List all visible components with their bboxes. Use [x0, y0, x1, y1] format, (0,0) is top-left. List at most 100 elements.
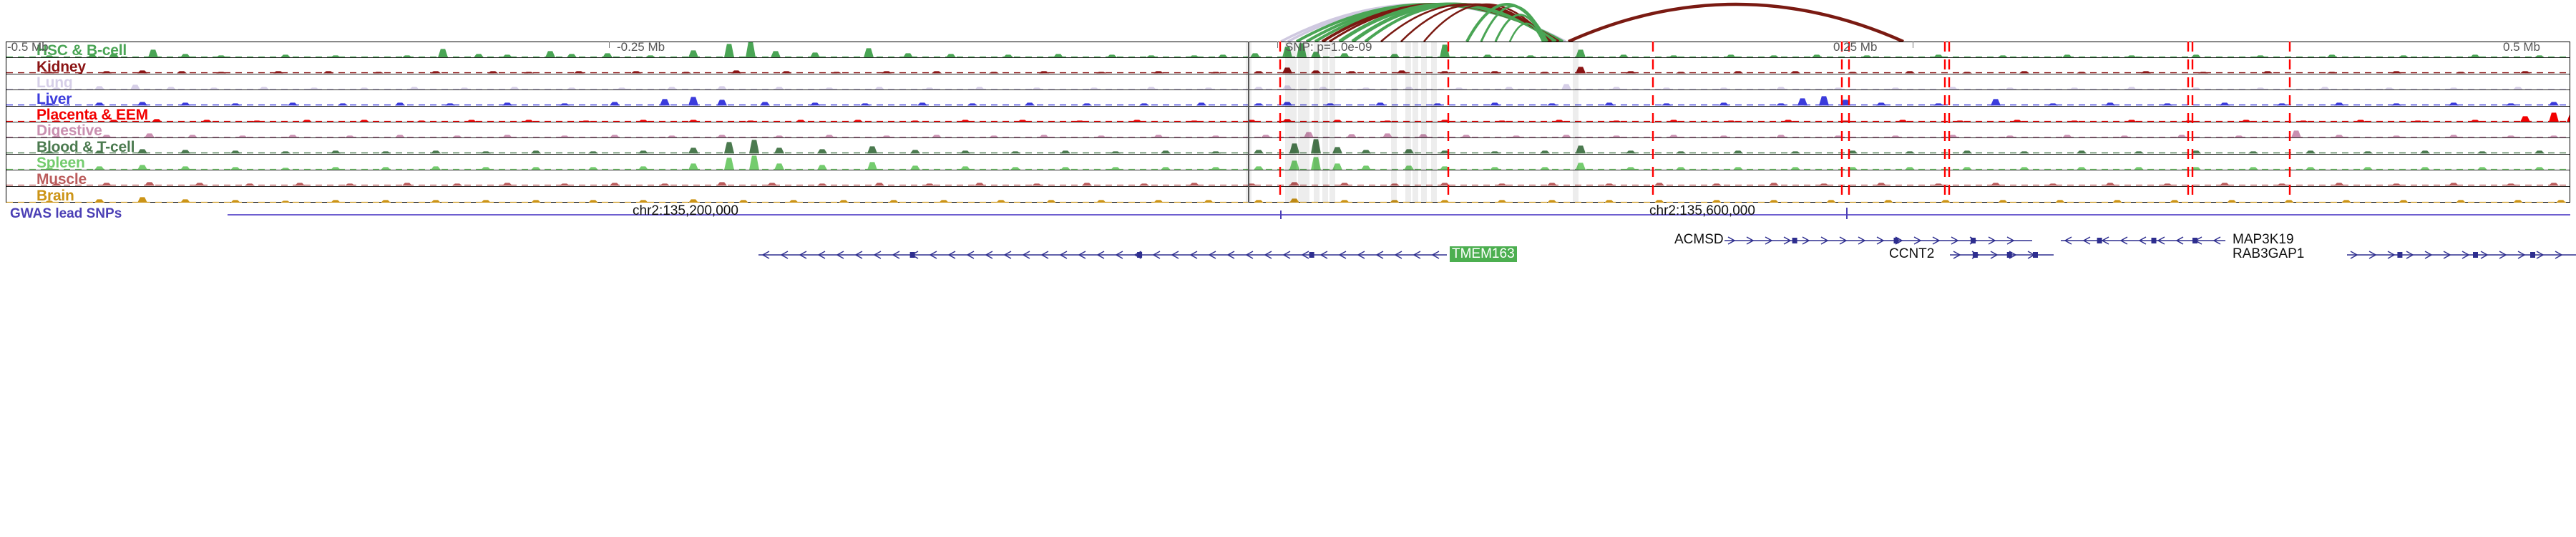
- exon-block: [2006, 252, 2012, 258]
- loop-arc: [1508, 22, 1544, 42]
- track-row-brain[interactable]: Brain: [6, 187, 2570, 203]
- axis-tick-mid-left: [609, 42, 610, 48]
- gene-label-map3k19[interactable]: MAP3K19: [2233, 232, 2294, 247]
- signal-profile: [6, 96, 2570, 106]
- strand-arrow: [1264, 251, 1272, 259]
- strand-arrow: [1913, 236, 1922, 245]
- track-row-spleen[interactable]: Spleen: [6, 155, 2570, 171]
- exon-block: [1137, 252, 1143, 258]
- axis-label-mid-right: 0.25 Mb: [1833, 40, 1878, 54]
- signal-profile: [6, 139, 2570, 154]
- strand-arrow: [761, 251, 770, 259]
- track-row-blood-t-cell[interactable]: Blood & T-cell: [6, 138, 2570, 155]
- track-row-digestive[interactable]: Digestive: [6, 122, 2570, 139]
- strand-arrow: [1431, 251, 1440, 259]
- strand-arrow: [1115, 251, 1123, 259]
- gene-label-rab3gap1[interactable]: RAB3GAP1: [2233, 246, 2305, 261]
- loop-arc: [1480, 5, 1547, 42]
- gwas-snp-tick-2[interactable]: [1846, 208, 1848, 219]
- strand-arrow: [1357, 251, 1365, 259]
- exon-block: [1792, 238, 1797, 243]
- strand-arrow: [1338, 251, 1347, 259]
- strand-arrow: [1040, 251, 1049, 259]
- strand-arrow: [2082, 236, 2091, 245]
- strand-arrow: [1301, 251, 1309, 259]
- loop-arc: [1494, 14, 1546, 42]
- strand-arrow: [1022, 251, 1030, 259]
- axis-label-right: 0.5 Mb: [2503, 40, 2540, 54]
- exon-block: [1893, 238, 1899, 243]
- strand-arrow: [1003, 251, 1012, 259]
- strand-arrow: [1839, 236, 1848, 245]
- exon-block: [2473, 252, 2478, 258]
- track-row-muscle[interactable]: Muscle: [6, 170, 2570, 187]
- track-row-kidney[interactable]: Kidney: [6, 58, 2570, 74]
- strand-arrow: [2517, 251, 2526, 259]
- signal-profile: [6, 42, 2570, 58]
- strand-arrow: [873, 251, 882, 259]
- strand-arrow: [966, 251, 975, 259]
- signal-profile: [6, 67, 2570, 74]
- strand-arrow: [1413, 251, 1421, 259]
- strand-arrow: [2406, 251, 2414, 259]
- strand-arrow: [1226, 251, 1235, 259]
- strand-arrow: [1208, 251, 1216, 259]
- strand-arrow: [2368, 251, 2377, 259]
- strand-arrow: [892, 251, 900, 259]
- strand-arrow: [2443, 251, 2451, 259]
- signal-profile: [6, 112, 2570, 122]
- axis-tick-snp: [1277, 42, 1278, 48]
- gene-annotation-track: TMEM163 ACMSD CCNT2 MAP3K19 RAB3GAP1: [0, 223, 2576, 266]
- strand-arrow: [2101, 236, 2109, 245]
- exon-block: [2192, 238, 2197, 243]
- strand-arrow: [2138, 236, 2147, 245]
- coordinate-label-left: chr2:135,200,000: [633, 203, 738, 218]
- strand-arrow: [1988, 236, 1996, 245]
- signal-track-container: HSC & B-cell Kidney Lung Liver Placenta & EE…: [6, 42, 2570, 203]
- strand-arrow: [854, 251, 863, 259]
- strand-arrow: [2462, 251, 2470, 259]
- signal-profile: [6, 196, 2570, 203]
- track-row-liver[interactable]: Liver: [6, 90, 2570, 107]
- exon-block: [2151, 238, 2157, 243]
- strand-arrow: [1152, 251, 1161, 259]
- track-row-lung[interactable]: Lung: [6, 74, 2570, 91]
- arc-canvas: [1280, 2, 1904, 43]
- exon-block: [1971, 238, 1976, 243]
- strand-arrow: [2536, 251, 2545, 259]
- strand-arrow: [1858, 236, 1866, 245]
- track-row-placenta-eem[interactable]: Placenta & EEM: [6, 107, 2570, 122]
- gwas-snp-tick-1[interactable]: [1280, 211, 1282, 219]
- exon-block: [1972, 252, 1978, 258]
- strand-arrow: [1078, 251, 1086, 259]
- strand-arrow: [929, 251, 937, 259]
- strand-arrow: [1746, 236, 1755, 245]
- strand-arrow: [1953, 251, 1961, 259]
- exon-block: [2033, 252, 2038, 258]
- strand-arrow: [1990, 251, 1999, 259]
- gene-label-tmem163[interactable]: TMEM163: [1450, 246, 1517, 262]
- strand-arrow: [2006, 236, 2015, 245]
- strand-arrow: [2119, 236, 2128, 245]
- gene-label-acmsd[interactable]: ACMSD: [1674, 232, 1724, 247]
- strand-arrow: [2387, 251, 2396, 259]
- strand-arrow: [1727, 236, 1736, 245]
- exon-block: [2397, 252, 2403, 258]
- exon-block: [909, 252, 915, 258]
- strand-arrow: [1245, 251, 1254, 259]
- strand-arrow: [2424, 251, 2433, 259]
- gwas-lead-snp-row: GWAS lead SNPs chr2:135,200,000 chr2:135…: [0, 203, 2576, 223]
- strand-arrow: [2212, 236, 2221, 245]
- strand-arrow: [1876, 236, 1885, 245]
- gwas-axis-line: [228, 214, 2570, 216]
- strand-arrow: [1282, 251, 1291, 259]
- strand-arrow: [1189, 251, 1198, 259]
- strand-arrow: [947, 251, 956, 259]
- chromatin-loop-arc-panel: [0, 0, 2576, 43]
- strand-arrow: [1059, 251, 1068, 259]
- loop-arc: [1568, 2, 1904, 43]
- gwas-lead-snp-label: GWAS lead SNPs: [10, 206, 122, 221]
- gene-label-ccnt2[interactable]: CCNT2: [1889, 246, 1935, 261]
- exon-block: [2530, 252, 2535, 258]
- strand-arrow: [2175, 236, 2184, 245]
